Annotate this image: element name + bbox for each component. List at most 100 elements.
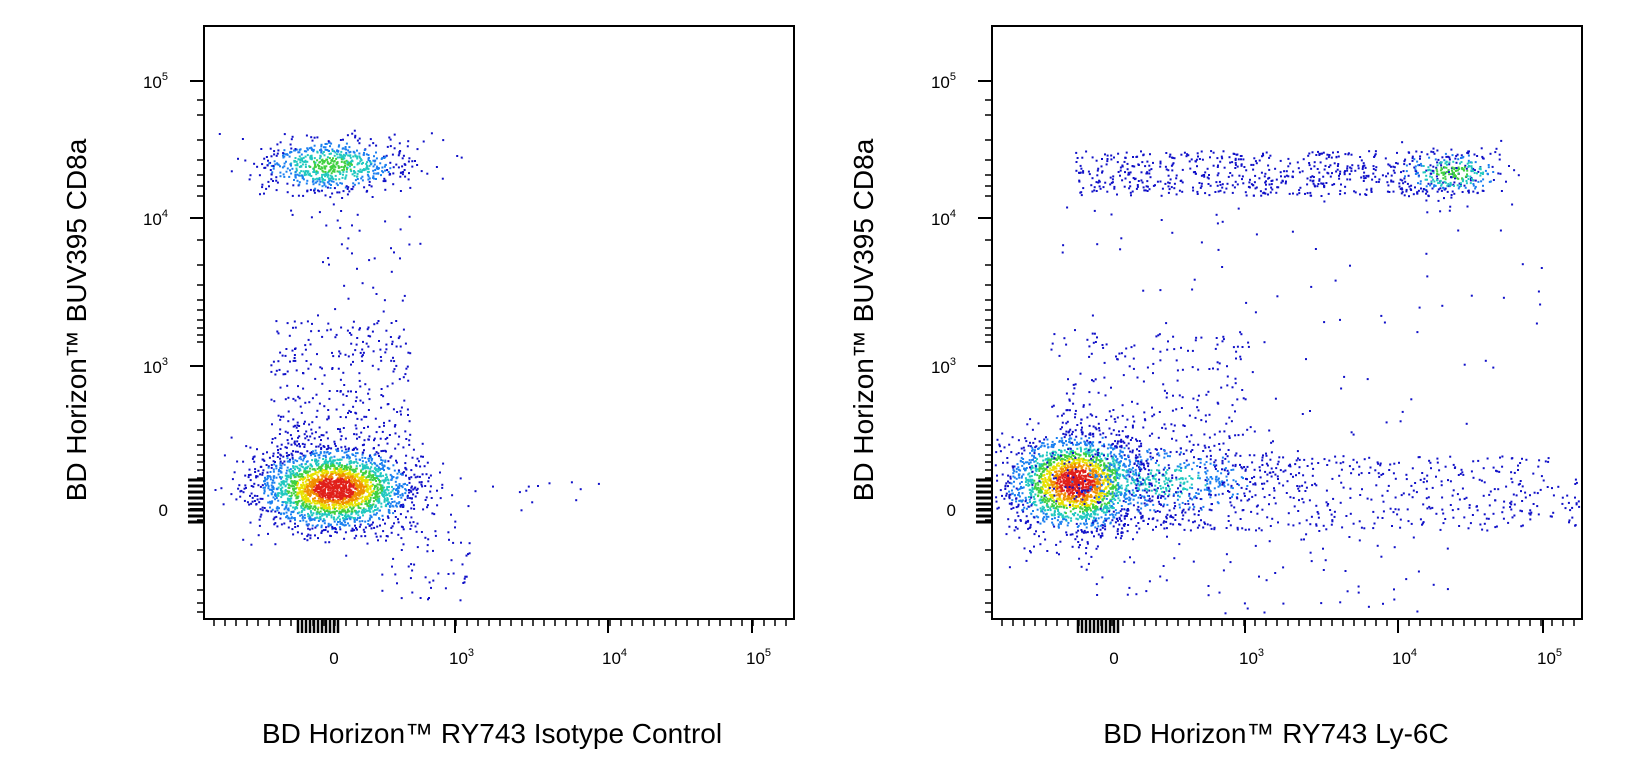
left-point: [294, 441, 296, 443]
right-point: [1093, 535, 1095, 537]
left-point: [336, 467, 338, 469]
left-point: [307, 528, 309, 530]
left-point: [304, 174, 306, 176]
left-point: [402, 506, 404, 508]
left-point: [348, 525, 350, 527]
left-point: [362, 162, 364, 164]
right-point: [1017, 515, 1019, 517]
left-point: [413, 521, 415, 523]
left-point: [390, 336, 392, 338]
left-point: [392, 525, 394, 527]
left-point: [262, 507, 264, 509]
left-point: [287, 457, 289, 459]
left-point: [421, 531, 423, 533]
left-point: [306, 183, 308, 185]
left-point: [332, 367, 334, 369]
left-point: [396, 462, 398, 464]
left-point: [341, 490, 343, 492]
left-point: [333, 456, 335, 458]
left-point: [292, 418, 294, 420]
left-point: [338, 480, 340, 482]
left-point: [318, 330, 320, 332]
left-point: [278, 483, 280, 485]
left-point: [405, 368, 407, 370]
left-point: [405, 516, 407, 518]
left-point: [422, 443, 424, 445]
left-point: [362, 282, 364, 284]
left-point: [258, 534, 260, 536]
left-point: [300, 170, 302, 172]
left-point: [311, 443, 313, 445]
left-point: [376, 166, 378, 168]
left-point: [280, 493, 282, 495]
left-point: [408, 244, 410, 246]
left-point: [451, 494, 453, 496]
left-point: [351, 224, 353, 226]
left-point: [306, 190, 308, 192]
left-point: [348, 162, 350, 164]
left-point: [254, 471, 256, 473]
left-point: [271, 500, 273, 502]
left-point: [291, 494, 293, 496]
left-point: [356, 344, 358, 346]
left-point: [326, 143, 328, 145]
left-point: [385, 489, 387, 491]
left-point: [408, 477, 410, 479]
left-point: [403, 155, 405, 157]
right-point: [1090, 510, 1092, 512]
left-point: [391, 322, 393, 324]
left-point: [329, 452, 331, 454]
right-point: [1146, 491, 1148, 493]
left-point: [302, 482, 304, 484]
left-point: [317, 508, 319, 510]
left-point: [368, 409, 370, 411]
right-point: [1114, 467, 1116, 469]
left-point: [318, 457, 320, 459]
left-point: [362, 474, 364, 476]
left-point: [318, 162, 320, 164]
left-point: [336, 486, 338, 488]
left-point: [394, 510, 396, 512]
left-point: [383, 425, 385, 427]
left-point: [314, 145, 316, 147]
right-point: [1111, 513, 1113, 515]
right-point: [1173, 430, 1175, 432]
left-point: [263, 158, 265, 160]
left-point: [304, 437, 306, 439]
left-point: [394, 501, 396, 503]
right-point: [1117, 443, 1119, 445]
left-point: [321, 176, 323, 178]
left-point: [378, 501, 380, 503]
left-point: [410, 476, 412, 478]
left-point: [355, 498, 357, 500]
left-point: [387, 503, 389, 505]
left-point: [416, 489, 418, 491]
left-point: [341, 161, 343, 163]
left-point: [321, 479, 323, 481]
left-point: [343, 154, 345, 156]
left-point: [369, 145, 371, 147]
right-point: [1035, 445, 1037, 447]
left-point: [352, 182, 354, 184]
left-point: [429, 581, 431, 583]
left-point: [400, 537, 402, 539]
left-point: [340, 327, 342, 329]
left-point: [370, 481, 372, 483]
left-point: [287, 467, 289, 469]
left-point: [358, 329, 360, 331]
right-point: [995, 451, 997, 453]
left-point: [347, 330, 349, 332]
left-point: [362, 477, 364, 479]
left-point: [272, 165, 274, 167]
left-point: [273, 518, 275, 520]
left-point: [343, 538, 345, 540]
left-point: [356, 396, 358, 398]
left-point: [373, 500, 375, 502]
left-y-axis-label: BD Horizon™ BUV395 CD8a: [61, 138, 92, 501]
left-point: [330, 524, 332, 526]
left-point: [322, 500, 324, 502]
left-point: [350, 170, 352, 172]
right-point: [1093, 449, 1095, 451]
left-point: [267, 495, 269, 497]
left-point: [267, 472, 269, 474]
